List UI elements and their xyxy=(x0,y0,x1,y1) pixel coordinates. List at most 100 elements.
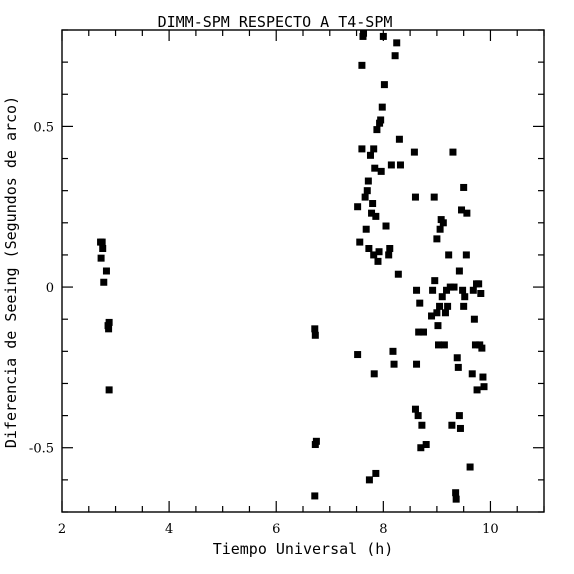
data-point xyxy=(393,39,401,47)
data-point xyxy=(420,328,427,336)
data-point xyxy=(374,257,382,265)
data-point xyxy=(372,212,380,220)
data-point xyxy=(416,299,424,307)
data-point xyxy=(479,373,487,381)
data-point xyxy=(444,302,452,310)
data-point xyxy=(429,286,437,294)
data-point xyxy=(466,463,474,471)
data-point xyxy=(382,222,390,230)
x-tick-label: 8 xyxy=(379,522,387,537)
data-point xyxy=(471,341,479,349)
data-point xyxy=(354,351,362,359)
data-point xyxy=(460,183,468,191)
data-point xyxy=(105,386,113,394)
data-point xyxy=(458,206,466,214)
data-point xyxy=(375,248,383,256)
y-tick-label: 0 xyxy=(46,281,54,296)
data-point xyxy=(445,251,453,259)
data-point xyxy=(366,151,374,159)
data-point xyxy=(478,344,486,352)
data-point xyxy=(368,209,376,217)
data-point xyxy=(414,412,422,420)
data-point xyxy=(470,315,478,323)
data-point xyxy=(434,322,442,330)
data-point xyxy=(434,341,442,349)
data-point xyxy=(390,360,398,368)
data-point xyxy=(473,386,481,394)
data-point xyxy=(370,145,378,153)
data-point xyxy=(430,193,438,201)
data-point xyxy=(462,251,470,259)
data-point xyxy=(422,441,430,449)
y-axis-label: Diferencia de Seeing (Segundos de arco) xyxy=(2,96,20,448)
data-point xyxy=(387,161,395,169)
data-point xyxy=(369,200,377,208)
data-point xyxy=(99,245,107,253)
data-point xyxy=(428,312,436,320)
data-point xyxy=(440,341,448,349)
data-point xyxy=(389,347,397,355)
data-point xyxy=(311,492,319,500)
chart-title: DIMM-SPM RESPECTO A T4-SPM xyxy=(158,13,393,31)
data-point xyxy=(411,193,419,201)
data-point xyxy=(98,238,106,246)
data-point xyxy=(443,286,451,294)
data-point xyxy=(436,302,444,310)
data-point xyxy=(418,421,426,429)
data-point xyxy=(468,370,476,378)
x-tick-label: 4 xyxy=(165,522,173,537)
data-point xyxy=(436,225,444,233)
data-point xyxy=(463,209,471,217)
data-point xyxy=(365,476,373,484)
data-point xyxy=(311,441,319,449)
y-tick-label: -0.5 xyxy=(29,442,54,457)
data-point xyxy=(370,370,378,378)
data-point xyxy=(386,245,394,253)
data-point xyxy=(461,293,469,301)
data-point xyxy=(395,135,403,143)
data-point xyxy=(415,328,423,336)
data-point xyxy=(105,325,113,333)
axis-tick-labels: 2 4 6 8 10 -0.5 0 0.5 xyxy=(29,120,499,537)
data-point xyxy=(385,251,393,259)
data-point xyxy=(438,293,446,301)
data-point xyxy=(372,469,380,477)
data-point xyxy=(378,103,386,111)
data-point xyxy=(452,489,460,497)
x-tick-label: 10 xyxy=(482,522,499,537)
data-point xyxy=(97,254,105,262)
data-point xyxy=(396,161,404,169)
data-point xyxy=(431,277,439,285)
data-point xyxy=(377,167,385,175)
data-point xyxy=(469,286,477,294)
data-point xyxy=(358,145,366,153)
data-point xyxy=(354,203,362,211)
data-point xyxy=(365,245,373,253)
data-point xyxy=(449,148,457,156)
data-point xyxy=(459,286,467,294)
data-point xyxy=(364,177,372,185)
data-point xyxy=(441,309,449,317)
data-point xyxy=(448,421,456,429)
data-point xyxy=(102,267,110,275)
x-axis-label: Tiempo Universal (h) xyxy=(213,540,394,558)
data-points xyxy=(97,29,488,503)
plot-frame xyxy=(61,29,545,513)
data-point xyxy=(356,238,364,246)
data-point xyxy=(413,360,421,368)
data-point xyxy=(361,193,369,201)
data-point xyxy=(455,412,463,420)
data-point xyxy=(100,278,108,286)
data-point xyxy=(410,148,418,156)
data-point xyxy=(450,283,458,291)
data-point xyxy=(453,354,461,362)
data-point xyxy=(480,383,488,391)
y-tick-label: 0.5 xyxy=(33,120,54,135)
data-point xyxy=(439,219,447,227)
data-point xyxy=(446,283,454,291)
data-point xyxy=(477,289,485,297)
data-point xyxy=(413,286,421,294)
data-point xyxy=(391,52,399,60)
data-point xyxy=(373,126,381,134)
